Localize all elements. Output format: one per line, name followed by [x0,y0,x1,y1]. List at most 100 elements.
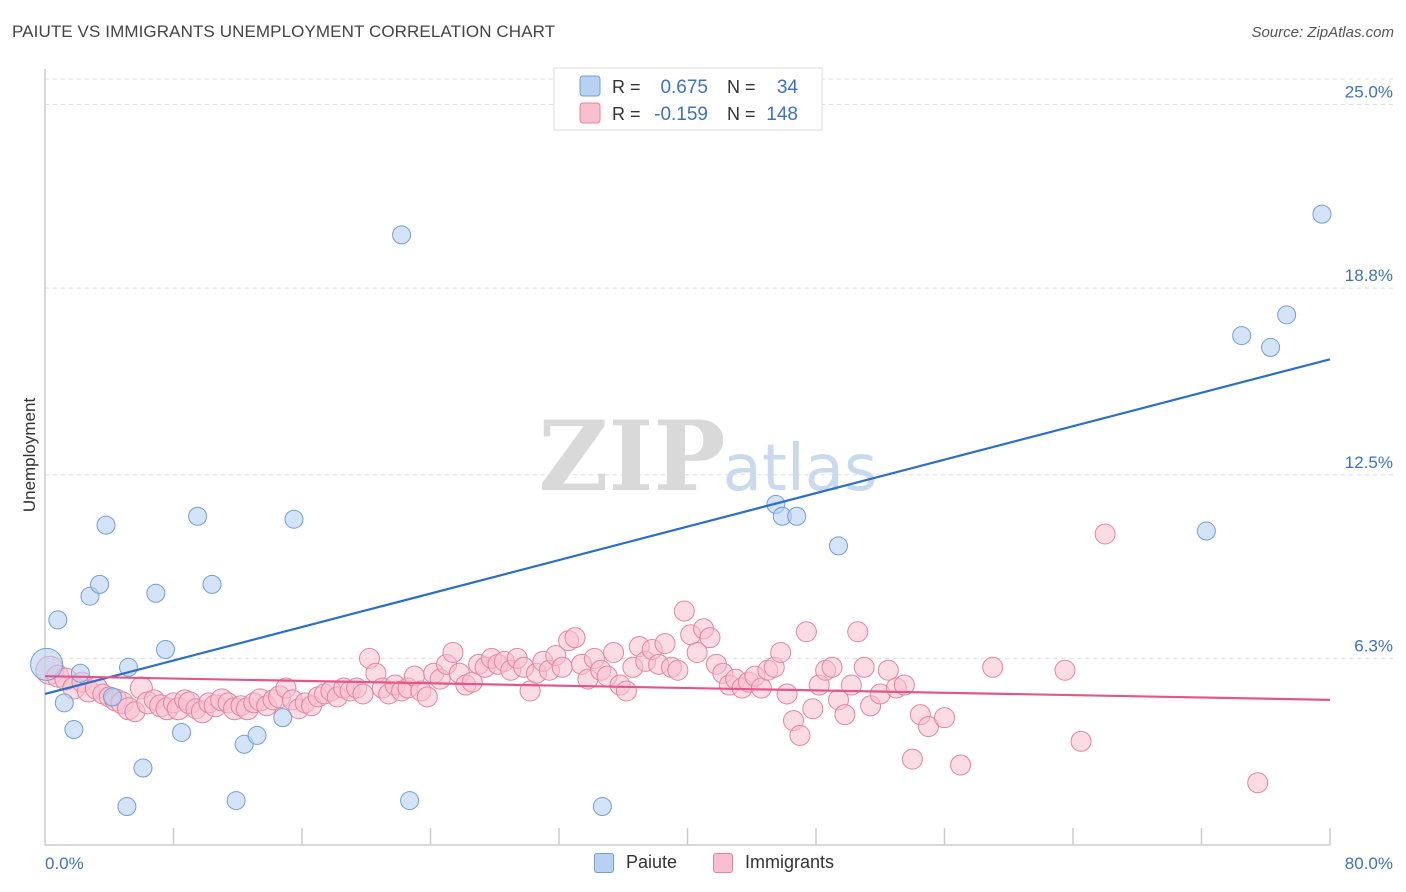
immigrants-point [982,656,1004,678]
y-tick-label: 25.0% [1345,83,1393,102]
legend-swatch-immigrants [579,102,601,124]
immigrants-point [352,683,374,705]
paiute-point [1261,337,1281,357]
immigrants-point [564,627,586,649]
legend-swatch-paiute-bottom [594,852,614,873]
legend-n-label-paiute: N = [727,77,756,97]
legend-item-immigrants: Immigrants [713,852,834,873]
paiute-point [30,647,64,681]
immigrants-point [917,716,939,738]
y-tick-label: 12.5% [1345,453,1393,472]
x-axis [44,69,1331,846]
immigrants-point [789,724,811,746]
gridlines [45,78,1393,659]
legend-r-value-immigrants: -0.159 [654,104,708,125]
paiute-point [102,687,122,707]
legend-r-label-immigrants: R = [612,104,641,124]
immigrants-point [654,633,676,655]
paiute-point [1232,326,1252,346]
immigrants-point [615,680,637,702]
immigrants-point [667,659,689,681]
paiute-point [90,574,110,594]
paiute-point [64,719,84,739]
immigrants-point [847,621,869,643]
paiute-point [273,708,293,728]
immigrants-point [686,641,708,663]
legend-n-label-immigrants: N = [727,104,756,124]
paiute-point [828,536,848,556]
legend-swatch-paiute [579,75,601,97]
immigrants-point [442,641,464,663]
trend-lines [44,358,1331,701]
immigrants-trend-line [44,675,1331,701]
immigrants-point [603,641,625,663]
legend-r-label-paiute: R = [612,77,641,97]
paiute-trend-line [44,358,1331,696]
immigrants-point [853,656,875,678]
legend-label-paiute: Paiute [626,852,678,872]
x-tick-label-min: 0.0% [45,854,84,873]
legend-r-value-paiute: 0.675 [660,77,708,98]
immigrants-point [821,656,843,678]
legend-n-value-immigrants: 148 [766,104,798,125]
immigrants-point [1054,659,1076,681]
immigrants-point [416,686,438,708]
paiute-point [96,515,116,535]
immigrants-point [776,683,798,705]
immigrants-point [1070,730,1092,752]
paiute-point [54,693,74,713]
immigrants-point [673,600,695,622]
immigrants-point [551,656,573,678]
paiute-point [155,640,175,660]
immigrants-point [877,659,899,681]
source-credit: Source: ZipAtlas.com [1251,24,1394,41]
paiute-point [592,796,612,816]
paiute-point [146,583,166,603]
paiute-point [48,610,68,630]
paiute-point [247,725,267,745]
immigrants-point [1247,772,1269,794]
legend-n-value-paiute: 34 [777,77,799,98]
immigrants-point [950,754,972,776]
immigrants-point [802,698,824,720]
paiute-point [1277,305,1297,325]
paiute-point [400,791,420,811]
y-tick-label: 6.3% [1354,636,1393,655]
immigrants-point [893,674,915,696]
immigrants-point [901,748,923,770]
series-legend: Paiute Immigrants [0,852,1406,878]
paiute-point [284,509,304,529]
correlation-legend: R = 0.675 N = 34 R = -0.159 N = 148 [553,67,823,131]
zipatlas-watermark: ZIP atlas [538,400,877,513]
immigrants-point [834,704,856,726]
paiute-point [1196,521,1216,541]
y-tick-label: 18.8% [1345,266,1393,285]
paiute-point [172,722,192,742]
paiute-point [117,796,137,816]
legend-swatch-immigrants-bottom [713,852,733,873]
paiute-point [226,791,246,811]
legend-item-paiute: Paiute [594,852,677,873]
watermark-zip: ZIP [538,400,725,513]
immigrants-point [750,677,772,699]
paiute-point [70,663,90,683]
paiute-point [188,506,208,526]
legend-label-immigrants: Immigrants [745,852,835,872]
paiute-points [30,204,1332,816]
paiute-point [133,758,153,778]
paiute-point [1312,204,1332,224]
watermark-atlas: atlas [723,432,878,506]
immigrants-point [699,627,721,649]
immigrants-point [934,707,955,729]
immigrants-points [35,523,1269,794]
y-tick-labels: 6.3% 12.5% 18.8% 25.0% [1345,83,1393,656]
immigrants-point [770,641,792,663]
chart-title: PAIUTE VS IMMIGRANTS UNEMPLOYMENT CORREL… [12,22,556,41]
immigrants-point [1094,523,1116,545]
x-tick-label-max: 80.0% [1345,854,1393,873]
paiute-point [202,574,222,594]
paiute-point [392,225,412,245]
immigrants-point [795,621,817,643]
paiute-point [787,506,807,526]
